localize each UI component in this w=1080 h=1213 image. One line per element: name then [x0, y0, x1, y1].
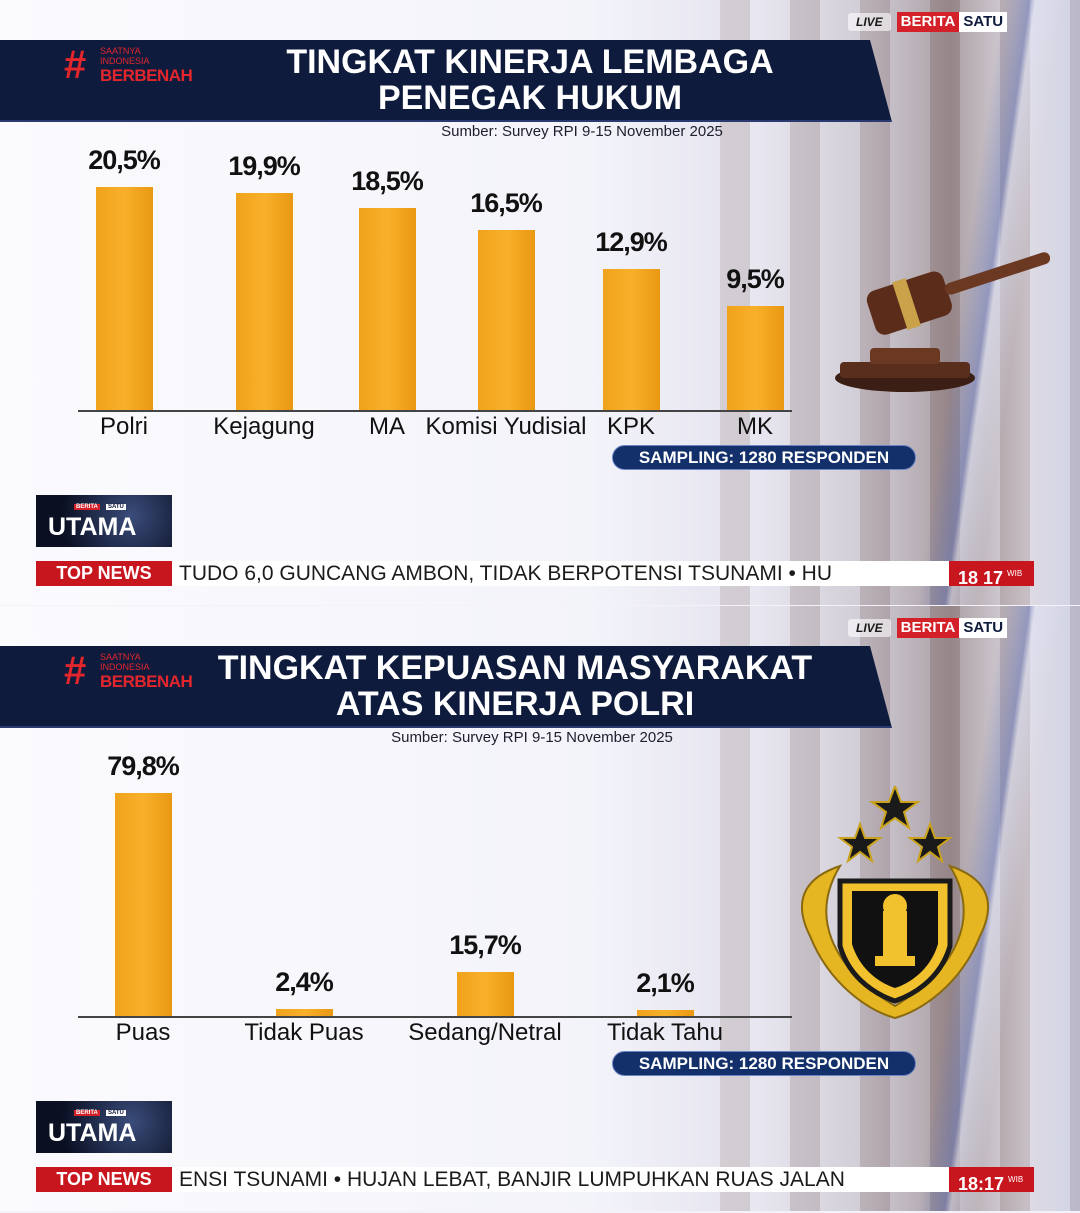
x-axis-line [78, 1016, 792, 1018]
sampling-badge: SAMPLING: 1280 RESPONDEN [612, 1051, 916, 1076]
category-label: KPK [606, 413, 656, 440]
value-label: 2,4% [275, 967, 334, 998]
chart-title: TINGKAT KINERJA LEMBAGA PENEGAK HUKUM [230, 44, 830, 116]
chart-source: Sumber: Survey RPI 9-15 November 2025 [441, 123, 723, 140]
category-label: Komisi Yudisial [425, 413, 587, 440]
value-label: 2,1% [636, 968, 695, 999]
news-ticker: TOP NEWS TUDO 6,0 GUNCANG AMBON, TIDAK BE… [36, 561, 1034, 588]
beritasatu-live-logo: LIVE BERITA SATU [848, 618, 1008, 638]
category-label: MA [369, 413, 405, 440]
bar-2 [457, 972, 514, 1016]
sampling-badge: SAMPLING: 1280 RESPONDEN [612, 445, 916, 470]
chart-title: TINGKAT KEPUASAN MASYARAKAT ATAS KINERJA … [195, 650, 835, 722]
value-label: 18,5% [351, 166, 424, 197]
ticker-text: TUDO 6,0 GUNCANG AMBON, TIDAK BERPOTENSI… [179, 562, 833, 585]
clock: 18 17 WIB [949, 561, 1034, 588]
title-line-2: ATAS KINERJA POLRI [335, 685, 695, 723]
category-label: MK [737, 413, 773, 440]
top-news-label: TOP NEWS [36, 1167, 172, 1192]
category-label: Tidak Puas [244, 1019, 364, 1046]
bar-5 [727, 306, 784, 410]
clock: 18:17 WIB [949, 1167, 1034, 1194]
top-news-label: TOP NEWS [36, 561, 172, 586]
title-line-1: TINGKAT KEPUASAN MASYARAKAT [217, 649, 813, 687]
bar-3 [637, 1010, 694, 1016]
beritasatu-live-logo: LIVE BERITA SATU [848, 12, 1008, 32]
title-line-1: TINGKAT KINERJA LEMBAGA [286, 43, 774, 81]
value-label: 79,8% [107, 750, 180, 781]
value-label: 15,7% [449, 930, 522, 961]
value-label: 20,5% [88, 144, 161, 175]
value-label: 16,5% [470, 188, 543, 219]
bar-4 [603, 269, 660, 410]
ticker-text: ENSI TSUNAMI • HUJAN LEBAT, BANJIR LUMPU… [179, 1168, 845, 1191]
chart-panel-2: # SAATNYA INDONESIA BERBENAH TINGKAT KEPUAS… [0, 606, 1080, 1211]
saatnya-indonesia-berbenah-logo: # SAATNYA INDONESIA BERBENAH [64, 649, 193, 693]
title-band [0, 40, 892, 122]
bar-0 [115, 792, 172, 1016]
saatnya-indonesia-berbenah-logo: # SAATNYA INDONESIA BERBENAH [64, 43, 193, 87]
title-line-2: PENEGAK HUKUM [377, 79, 683, 117]
berita-satu-utama-logo: BERITA SATU UTAMA [36, 1101, 172, 1153]
chart-panel-1: # SAATNYA INDONESIA BERBENAH TINGKAT KINERJ… [0, 0, 1080, 605]
category-label: Sedang/Netral [408, 1019, 562, 1046]
bar-1 [236, 193, 293, 410]
value-label: 12,9% [595, 227, 668, 258]
x-axis-line [78, 410, 792, 412]
bar-3 [478, 230, 535, 410]
title-band [0, 646, 892, 728]
gavel-icon [830, 250, 1051, 405]
bar-1 [276, 1009, 333, 1016]
value-label: 9,5% [726, 264, 785, 295]
category-label: Puas [115, 1019, 171, 1046]
bar-2 [359, 208, 416, 410]
bar-0 [96, 186, 153, 410]
polri-emblem-icon [770, 783, 1020, 1031]
berita-satu-utama-logo: BERITA SATU UTAMA [36, 495, 172, 547]
category-label: Kejagung [213, 413, 315, 440]
value-label: 19,9% [228, 151, 301, 182]
category-label: Polri [99, 413, 148, 440]
category-label: Tidak Tahu [606, 1019, 724, 1046]
chart-source: Sumber: Survey RPI 9-15 November 2025 [391, 729, 673, 746]
news-ticker: TOP NEWS ENSI TSUNAMI • HUJAN LEBAT, BANJ… [36, 1167, 1034, 1194]
